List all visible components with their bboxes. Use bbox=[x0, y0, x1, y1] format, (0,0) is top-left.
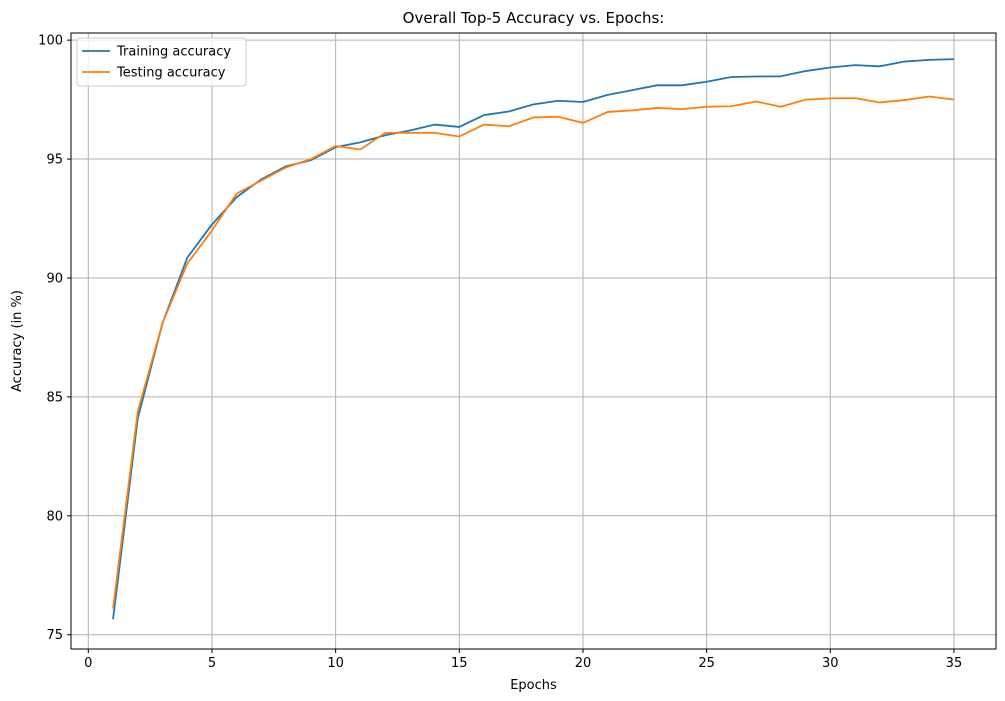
y-axis-title: Accuracy (in %) bbox=[10, 290, 25, 392]
x-tick-label: 20 bbox=[575, 656, 592, 671]
y-tick-label: 95 bbox=[46, 153, 63, 168]
x-tick-label: 15 bbox=[451, 656, 468, 671]
x-tick-label: 5 bbox=[208, 656, 216, 671]
plot-frame bbox=[70, 32, 997, 650]
legend-label: Training accuracy bbox=[116, 45, 231, 60]
y-tick-label: 75 bbox=[46, 628, 63, 643]
grid-lines bbox=[71, 33, 996, 649]
y-tick-label: 100 bbox=[38, 34, 63, 49]
x-tick-label: 25 bbox=[698, 656, 715, 671]
y-tick-label: 90 bbox=[46, 271, 63, 286]
series-lines bbox=[112, 58, 955, 620]
x-tick-label: 35 bbox=[946, 656, 963, 671]
series-line-testing-accuracy bbox=[112, 95, 955, 609]
y-tick-label: 80 bbox=[46, 509, 63, 524]
y-tick-label: 85 bbox=[46, 390, 63, 405]
x-axis-title: Epochs bbox=[510, 678, 557, 693]
chart-title: Overall Top-5 Accuracy vs. Epochs: bbox=[403, 9, 665, 27]
x-tick-label: 0 bbox=[84, 656, 92, 671]
x-tick-label: 30 bbox=[822, 656, 839, 671]
x-tick-label: 10 bbox=[327, 656, 344, 671]
legend-box bbox=[76, 37, 247, 87]
legend-label: Testing accuracy bbox=[116, 66, 226, 81]
legend: Training accuracy Testing accuracy bbox=[76, 37, 247, 87]
axis-ticks: 0 5 10 15 20 25 30 35 75 80 85 90 95 100 bbox=[38, 34, 962, 671]
